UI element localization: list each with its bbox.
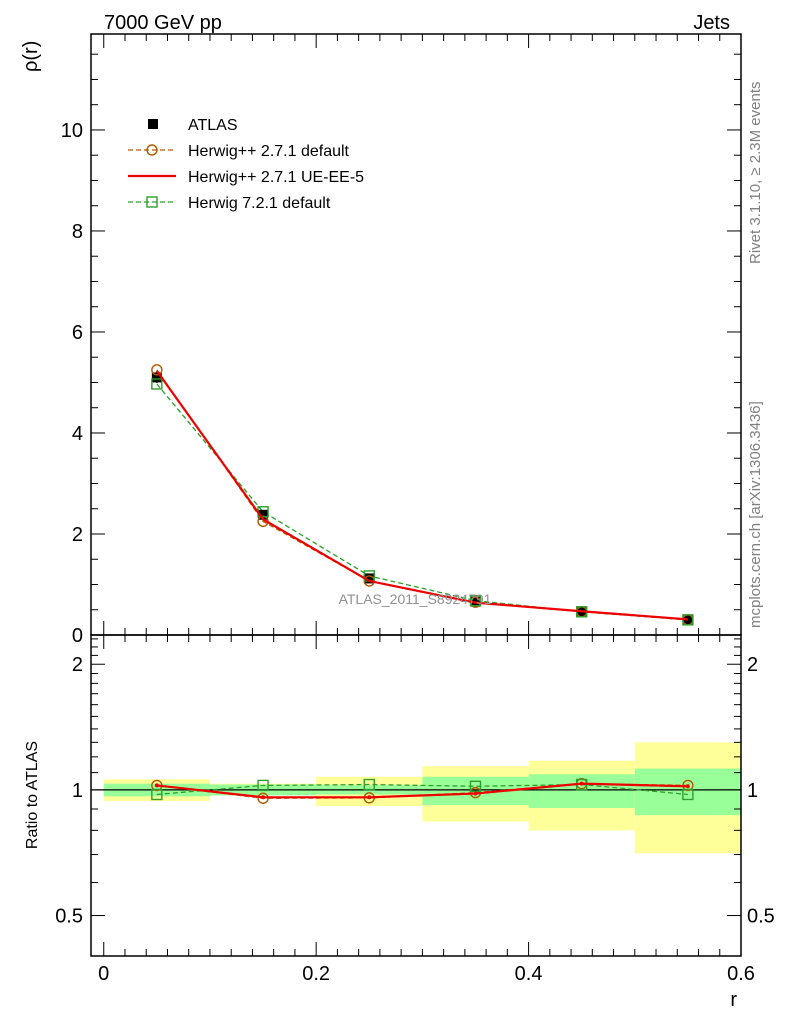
ratio-band-inner-5: [634, 768, 741, 816]
ratio-series-dot-1: [579, 781, 584, 786]
legend-label-3: Herwig 7.2.1 default: [188, 195, 331, 212]
analysis-watermark: ATLAS_2011_S8924791: [339, 591, 492, 607]
ratio-panel: 0.5 0.5 1 1 2 2 0 0.2 0.4 0.6 Ratio to ATLAS r: [24, 634, 775, 1011]
ratio-series-marker-2: [469, 780, 482, 793]
ratio-series-dot-1: [261, 795, 266, 800]
ratio-y-tick-label: 2: [72, 654, 83, 676]
legend-marker-atlas: [148, 119, 158, 129]
main-y-axis-label: ρ(r): [20, 41, 42, 72]
ratio-series-line-1: [156, 782, 688, 799]
ratio-y-tick-label-right: 0.5: [747, 906, 775, 928]
legend-label-2: Herwig++ 2.7.1 UE-EE-5: [188, 169, 364, 186]
main-series-line-1: [156, 369, 688, 621]
ratio-series-dot-1: [685, 784, 690, 789]
ratio-y-tick-label-right: 2: [747, 654, 758, 676]
ratio-frame: [90, 634, 742, 957]
ratio-y-axis-label: Ratio to ATLAS: [24, 741, 41, 849]
legend-marker-3: [146, 196, 158, 208]
main-series-line-2: [155, 370, 688, 621]
ratio-series-marker-2: [257, 779, 269, 792]
main-y-tick-label: 0: [72, 625, 83, 647]
ratio-y-tick-label: 1: [72, 780, 83, 802]
atlas-data-point: [364, 573, 375, 584]
main-series-marker-1: [151, 364, 163, 376]
header-right-title: Jets: [693, 12, 730, 34]
atlas-data-point: [151, 372, 162, 383]
main-y-tick-label: 10: [61, 120, 83, 142]
ratio-series-marker-2: [151, 788, 163, 801]
ratio-y-tick-label: 0.5: [55, 906, 83, 928]
legend-marker-1: [146, 144, 158, 156]
main-y-tick-label: 6: [72, 322, 83, 344]
legend-label-0: ATLAS: [188, 117, 238, 134]
x-axis-label: r: [730, 989, 737, 1011]
ratio-series-dot-1: [473, 791, 478, 796]
ratio-x-tick-label: 0.2: [302, 963, 330, 985]
ratio-series-marker-2: [682, 788, 694, 801]
main-series-marker-3: [151, 378, 163, 390]
ratio-y-tick-label-right: 1: [747, 780, 758, 802]
main-y-tick-label: 2: [72, 524, 83, 546]
main-y-tick-label: 4: [72, 423, 83, 445]
ratio-series-dot-1: [154, 783, 159, 788]
main-y-tick-label: 8: [72, 221, 83, 243]
legend-label-1: Herwig++ 2.7.1 default: [188, 143, 350, 160]
side-label-mcplots: mcplots.cern.ch [arXiv:1306.3436]: [747, 401, 764, 628]
legend: ATLAS Herwig++ 2.7.1 default Herwig++ 2.7.…: [128, 117, 364, 212]
header-left-title: 7000 GeV pp: [104, 12, 222, 34]
ratio-x-tick-label: 0.6: [727, 963, 755, 985]
ratio-series-marker-2: [363, 778, 375, 791]
ratio-series-line-2: [156, 783, 688, 796]
main-series-line-3: [156, 383, 688, 621]
atlas-data-point: [682, 614, 693, 625]
atlas-data-point: [258, 509, 269, 520]
side-label-rivet: Rivet 3.1.10, ≥ 2.3M events: [747, 82, 764, 265]
ratio-series-dot-1: [367, 795, 372, 800]
ratio-x-tick-label: 0.4: [515, 963, 543, 985]
ratio-x-tick-label: 0: [98, 963, 109, 985]
main-panel: 0 2 4 6 8 10 ρ(r) ATLAS Herwig++ 2.7.1 default He…: [20, 33, 742, 647]
